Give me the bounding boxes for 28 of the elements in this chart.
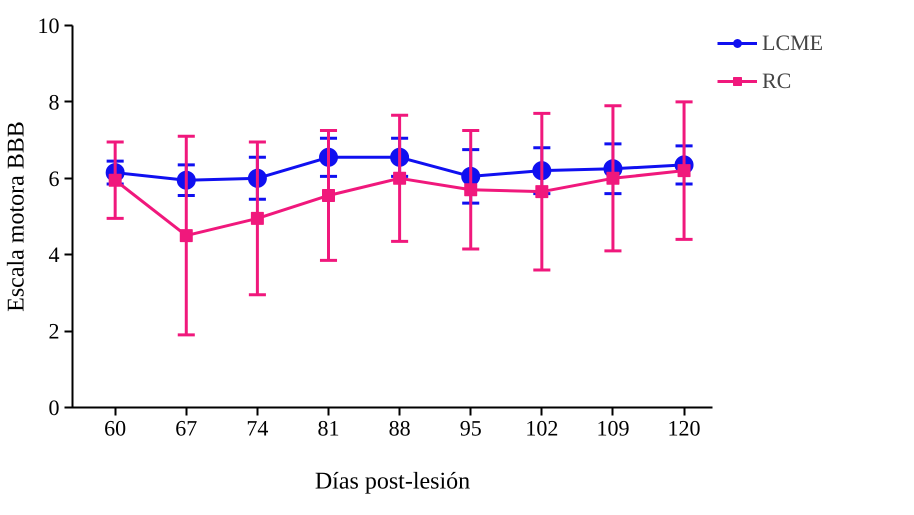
y-tick-label: 2	[48, 318, 60, 344]
point	[606, 172, 620, 185]
x-tick-label: 60	[104, 416, 126, 440]
y-tick-label: 0	[48, 395, 60, 420]
x-tick-label: 120	[668, 416, 701, 440]
y-tick-label: 6	[48, 166, 60, 191]
y-axis-title: Escala motora BBB	[4, 121, 30, 312]
point	[180, 229, 193, 242]
point	[464, 183, 478, 196]
x-tick-label: 95	[460, 416, 482, 440]
x-tick-label: 102	[525, 416, 558, 440]
x-tick-label: 74	[246, 416, 268, 440]
x-tick-label: 109	[596, 416, 630, 440]
x-tick-label: 88	[388, 416, 411, 440]
point	[108, 174, 122, 187]
point	[250, 212, 264, 225]
x-tick-label: 67	[175, 416, 198, 440]
point	[322, 188, 335, 202]
x-axis-title: Días post-lesión	[314, 468, 470, 494]
y-tick-label: 10	[38, 13, 60, 38]
y-tick-label: 4	[48, 242, 60, 268]
legend-label: LCME	[762, 30, 824, 56]
point	[535, 185, 548, 198]
point	[678, 164, 691, 178]
point	[393, 172, 406, 185]
y-tick-label: 8	[48, 89, 60, 114]
x-tick-label: 81	[318, 416, 340, 440]
legend-label: RC	[762, 68, 792, 94]
